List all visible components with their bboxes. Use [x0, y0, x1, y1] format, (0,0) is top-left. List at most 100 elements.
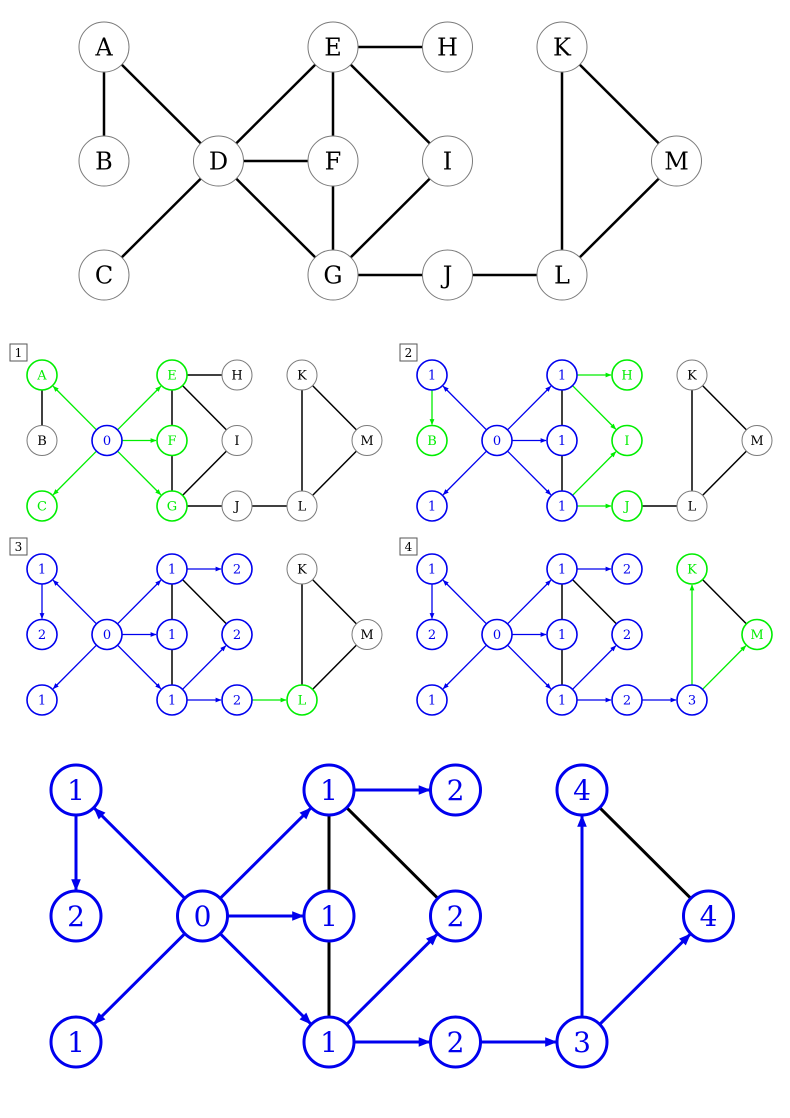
node-label: M: [360, 628, 373, 643]
node-label: 1: [558, 628, 566, 643]
node-circle: [156, 618, 188, 651]
arrow-d-a: [442, 385, 487, 431]
step-label: 3: [15, 540, 23, 554]
node-label: I: [443, 148, 452, 176]
node-label: 3: [688, 694, 696, 709]
node-circle: [26, 618, 58, 651]
node-circle: [546, 553, 578, 585]
edge-d-e: [235, 63, 317, 145]
edge-e-i: [572, 579, 617, 625]
edge-c-d: [120, 177, 202, 259]
node-label: A: [36, 369, 47, 384]
node-m: 4: [682, 889, 735, 943]
node-label: G: [167, 500, 177, 515]
node-label: B: [95, 148, 113, 176]
node-circle: [286, 359, 318, 391]
arrow-d-e: [117, 385, 162, 431]
node-circle: [611, 490, 643, 522]
node-label: 1: [558, 694, 566, 709]
node-label: 4: [700, 900, 718, 933]
node-label: 1: [67, 1026, 85, 1059]
node-label: M: [360, 434, 373, 449]
node-circle: [422, 135, 473, 187]
node-circle: [156, 684, 188, 716]
node-e: 1: [546, 359, 578, 391]
node-m: M: [741, 618, 773, 651]
node-label: B: [427, 434, 437, 449]
arrow-d-e: [507, 579, 552, 625]
node-j: J: [611, 490, 643, 522]
edge-e-i: [182, 579, 227, 625]
node-label: 2: [428, 628, 436, 643]
node-circle: [193, 135, 244, 187]
node-a: 1: [26, 553, 58, 585]
node-f: F: [307, 135, 359, 187]
node-circle: [422, 249, 473, 301]
node-circle: [221, 490, 253, 522]
node-f: 1: [156, 618, 188, 651]
node-circle: [676, 684, 708, 716]
node-label: 2: [447, 900, 465, 933]
arrow-d-a: [93, 807, 186, 900]
node-h: H: [221, 359, 253, 391]
node-l: L: [676, 490, 708, 522]
arrow-l-m: [702, 645, 747, 690]
node-label: 2: [233, 563, 241, 578]
node-e: 1: [156, 553, 188, 585]
node-label: 2: [67, 900, 85, 933]
bfs-step-4-panel: 4 1 2 1 0 1 1 1 2 2 2 K 3 M: [399, 537, 773, 716]
node-circle: [221, 553, 253, 585]
step-label: 1: [15, 346, 23, 360]
node-b: 2: [416, 618, 448, 651]
bfs-step-2-panel: 2 1 B 1 0 1 1 1 H I J K L M: [399, 343, 773, 522]
node-h: 2: [611, 553, 643, 585]
step-label-box: 4: [399, 537, 418, 556]
node-k: K: [536, 21, 588, 73]
node-circle: [682, 889, 735, 943]
node-c: C: [26, 490, 58, 522]
node-circle: [302, 1015, 356, 1069]
edge-k-m: [312, 385, 357, 431]
node-label: K: [687, 369, 697, 384]
edge-g-i: [349, 177, 431, 259]
node-f: 1: [302, 889, 356, 943]
node-label: L: [298, 500, 307, 515]
edge-a-d: [120, 63, 202, 145]
node-label: E: [324, 34, 342, 62]
node-m: M: [741, 425, 773, 456]
step-label-box: 1: [9, 343, 28, 362]
node-i: I: [221, 425, 253, 456]
node-label: 2: [233, 628, 241, 643]
node-label: 1: [428, 563, 436, 578]
node-g: 1: [302, 1015, 356, 1069]
node-c: 1: [416, 490, 448, 522]
node-label: 1: [38, 563, 46, 578]
edge-l-m: [312, 450, 357, 496]
node-c: C: [78, 249, 130, 301]
arrow-g-i: [572, 645, 617, 690]
node-label: L: [688, 500, 697, 515]
node-label: 2: [447, 774, 465, 807]
node-circle: [176, 889, 229, 943]
node-d: 0: [91, 618, 123, 651]
node-label: E: [167, 369, 177, 384]
edge-d-g: [235, 177, 317, 259]
edge-k-m: [702, 385, 747, 431]
arrow-d-a: [442, 579, 487, 625]
node-a: 1: [49, 763, 103, 817]
node-circle: [416, 424, 448, 457]
node-g: G: [307, 249, 359, 301]
node-label: 1: [558, 434, 566, 449]
node-k: K: [286, 553, 318, 585]
node-circle: [91, 424, 123, 457]
node-circle: [676, 359, 708, 391]
node-label: 1: [428, 694, 436, 709]
node-circle: [156, 359, 188, 391]
edge-k-m: [312, 579, 357, 625]
node-label: 1: [558, 369, 566, 384]
node-l: 3: [555, 1015, 609, 1069]
node-a: 1: [416, 359, 448, 391]
edge-l-m: [702, 450, 747, 496]
node-g: G: [156, 490, 188, 522]
node-k: K: [676, 359, 708, 391]
